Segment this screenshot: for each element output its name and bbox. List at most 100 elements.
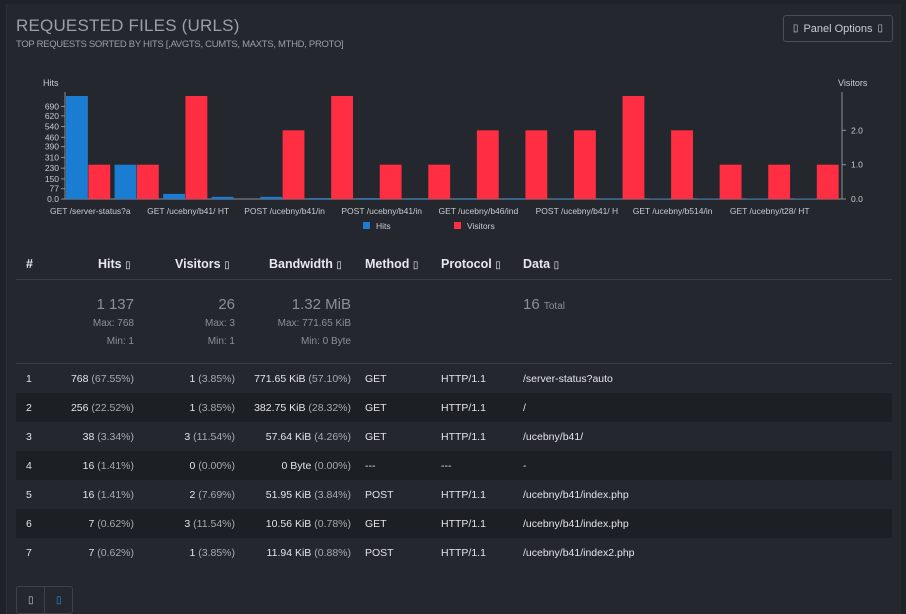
table-row[interactable]: 5 16 (1.41%) 2 (7.69%) 51.95 KiB (3.84%) POS… — [16, 480, 892, 509]
row-hits: 768 (67.55%) — [70, 373, 134, 385]
row-data: / — [523, 402, 526, 414]
legend-label: Hits — [376, 221, 391, 231]
table-body: 1 768 (67.55%) 1 (3.85%) 771.65 KiB (57.10%… — [16, 364, 892, 567]
row-index: 1 — [26, 373, 32, 385]
row-hits: 38 (3.34%) — [82, 431, 134, 443]
col-hits[interactable]: Hits ▯ — [98, 257, 131, 271]
bar-hits — [697, 198, 720, 199]
bar-visitors — [525, 130, 548, 199]
legend-label: Visitors — [467, 221, 495, 231]
row-protocol: HTTP/1.1 — [441, 489, 486, 501]
row-method: GET — [365, 373, 387, 385]
y-right-tick-label: 0.0 — [851, 194, 863, 204]
bar-hits — [794, 198, 817, 199]
x-tick-label: POST /ucebny/b41/ H — [536, 206, 619, 216]
row-index: 6 — [26, 518, 32, 530]
y-left-tick-label: 460 — [45, 132, 59, 142]
table-row[interactable]: 7 7 (0.62%) 1 (3.85%) 11.94 KiB (0.88%) POST… — [16, 538, 892, 567]
x-tick-label: GET /ucebny/t28/ HT — [730, 206, 810, 216]
row-index: 7 — [26, 547, 32, 559]
bar-hits — [163, 193, 185, 199]
row-data: /ucebny/b41/index.php — [523, 518, 629, 530]
y-left-tick-label: 390 — [45, 142, 59, 152]
bar-hits — [114, 164, 137, 199]
table-row[interactable]: 3 38 (3.34%) 3 (11.54%) 57.64 KiB (4.26%) GE… — [16, 422, 892, 451]
row-method: GET — [365, 431, 387, 443]
x-tick-label: GET /ucebny/b46/ind — [439, 206, 519, 216]
row-data: - — [523, 460, 527, 472]
sort-icon: ▯ — [336, 260, 342, 271]
row-bandwidth: 0 Byte (0.00%) — [281, 460, 351, 472]
row-protocol: HTTP/1.1 — [441, 431, 486, 443]
bar-visitors — [379, 164, 402, 199]
summary-hits-total: 1 137 — [96, 296, 134, 313]
row-protocol: HTTP/1.1 — [441, 518, 486, 530]
row-hits: 16 (1.41%) — [82, 489, 134, 501]
row-data: /ucebny/b41/ — [523, 431, 584, 443]
y-left-tick-label: 690 — [45, 101, 59, 111]
row-hits: 7 (0.62%) — [88, 547, 134, 559]
row-protocol: HTTP/1.1 — [441, 547, 486, 559]
row-index: 2 — [26, 402, 32, 414]
bar-visitors — [622, 96, 645, 199]
y-left-tick-label: 620 — [45, 111, 59, 121]
bar-hits — [745, 198, 768, 199]
data-table: # Hits ▯ Visitors ▯ Bandwidth ▯ Method ▯… — [16, 250, 892, 567]
x-tick-label: POST /ucebny/b41/in — [244, 206, 325, 216]
bar-visitors — [136, 164, 159, 199]
panel-title: REQUESTED FILES (URLS) — [16, 16, 240, 35]
row-method: POST — [365, 547, 394, 559]
panel-options-button[interactable]: ▯ Panel Options ▯ — [783, 15, 893, 42]
row-protocol: HTTP/1.1 — [441, 402, 486, 414]
bar-visitors — [768, 164, 791, 199]
table-header: # Hits ▯ Visitors ▯ Bandwidth ▯ Method ▯… — [16, 250, 892, 280]
summary-bandwidth-max: Max: 771.65 KiB — [277, 318, 351, 329]
y-left-tick-label: 310 — [45, 152, 59, 162]
row-bandwidth: 382.75 KiB (28.32%) — [254, 402, 351, 414]
legend-swatch — [363, 222, 370, 229]
bar-hits — [454, 198, 477, 199]
row-visitors: 1 (3.85%) — [189, 402, 235, 414]
col-visitors[interactable]: Visitors ▯ — [175, 257, 230, 271]
row-data: /ucebny/b41/index2.php — [523, 547, 635, 559]
x-tick-label: GET /ucebny/b41/ HT — [147, 206, 229, 216]
row-method: GET — [365, 518, 387, 530]
requested-files-panel: REQUESTED FILES (URLS) TOP REQUESTS SORT… — [6, 4, 901, 614]
table-row[interactable]: 4 16 (1.41%) 0 (0.00%) 0 Byte (0.00%) --- ---… — [16, 451, 892, 480]
col-bandwidth[interactable]: Bandwidth ▯ — [269, 257, 342, 271]
row-protocol: HTTP/1.1 — [441, 373, 486, 385]
bar-visitors — [719, 164, 742, 199]
col-method[interactable]: Method ▯ — [365, 257, 419, 271]
x-tick-label: POST /ucebny/b41/in — [341, 206, 422, 216]
table-row[interactable]: 6 7 (0.62%) 3 (11.54%) 10.56 KiB (0.78%) GET… — [16, 509, 892, 538]
row-data: /ucebny/b41/index.php — [523, 489, 629, 501]
bar-hits — [308, 198, 331, 199]
y-left-tick-label: 0.0 — [47, 194, 59, 204]
prev-page-button[interactable]: ▯ — [17, 587, 44, 613]
col-data[interactable]: Data ▯ — [523, 257, 560, 271]
table-row[interactable]: 2 256 (22.52%) 1 (3.85%) 382.75 KiB (28.32%… — [16, 393, 892, 422]
row-visitors: 2 (7.69%) — [189, 489, 235, 501]
bar-chart: Hits Visitors 0.0 77 150 230 310 390 460 540 620 69… — [7, 70, 902, 240]
row-visitors: 3 (11.54%) — [184, 431, 235, 443]
summary-data-label: Total — [543, 301, 565, 312]
col-index[interactable]: # — [26, 257, 33, 271]
bar-visitors — [573, 130, 596, 199]
row-bandwidth: 51.95 KiB (3.84%) — [265, 489, 351, 501]
bar-hits — [357, 198, 380, 199]
sort-icon: ▯ — [553, 260, 560, 271]
summary-bandwidth-min: Min: 0 Byte — [300, 336, 351, 347]
summary-visitors-total: 26 — [218, 296, 235, 313]
summary-visitors-max: Max: 3 — [204, 318, 235, 329]
row-method: --- — [365, 460, 376, 472]
y-left-axis-label: Hits — [43, 78, 59, 88]
bar-visitors — [816, 164, 839, 199]
sort-icon: ▯ — [125, 260, 131, 271]
legend-swatch — [454, 222, 461, 229]
next-page-button[interactable]: ▯ — [44, 587, 72, 613]
row-method: POST — [365, 489, 394, 501]
col-protocol[interactable]: Protocol ▯ — [441, 257, 501, 271]
y-left-tick-label: 230 — [45, 163, 59, 173]
row-index: 4 — [26, 460, 32, 472]
table-row[interactable]: 1 768 (67.55%) 1 (3.85%) 771.65 KiB (57.10%… — [16, 364, 892, 393]
